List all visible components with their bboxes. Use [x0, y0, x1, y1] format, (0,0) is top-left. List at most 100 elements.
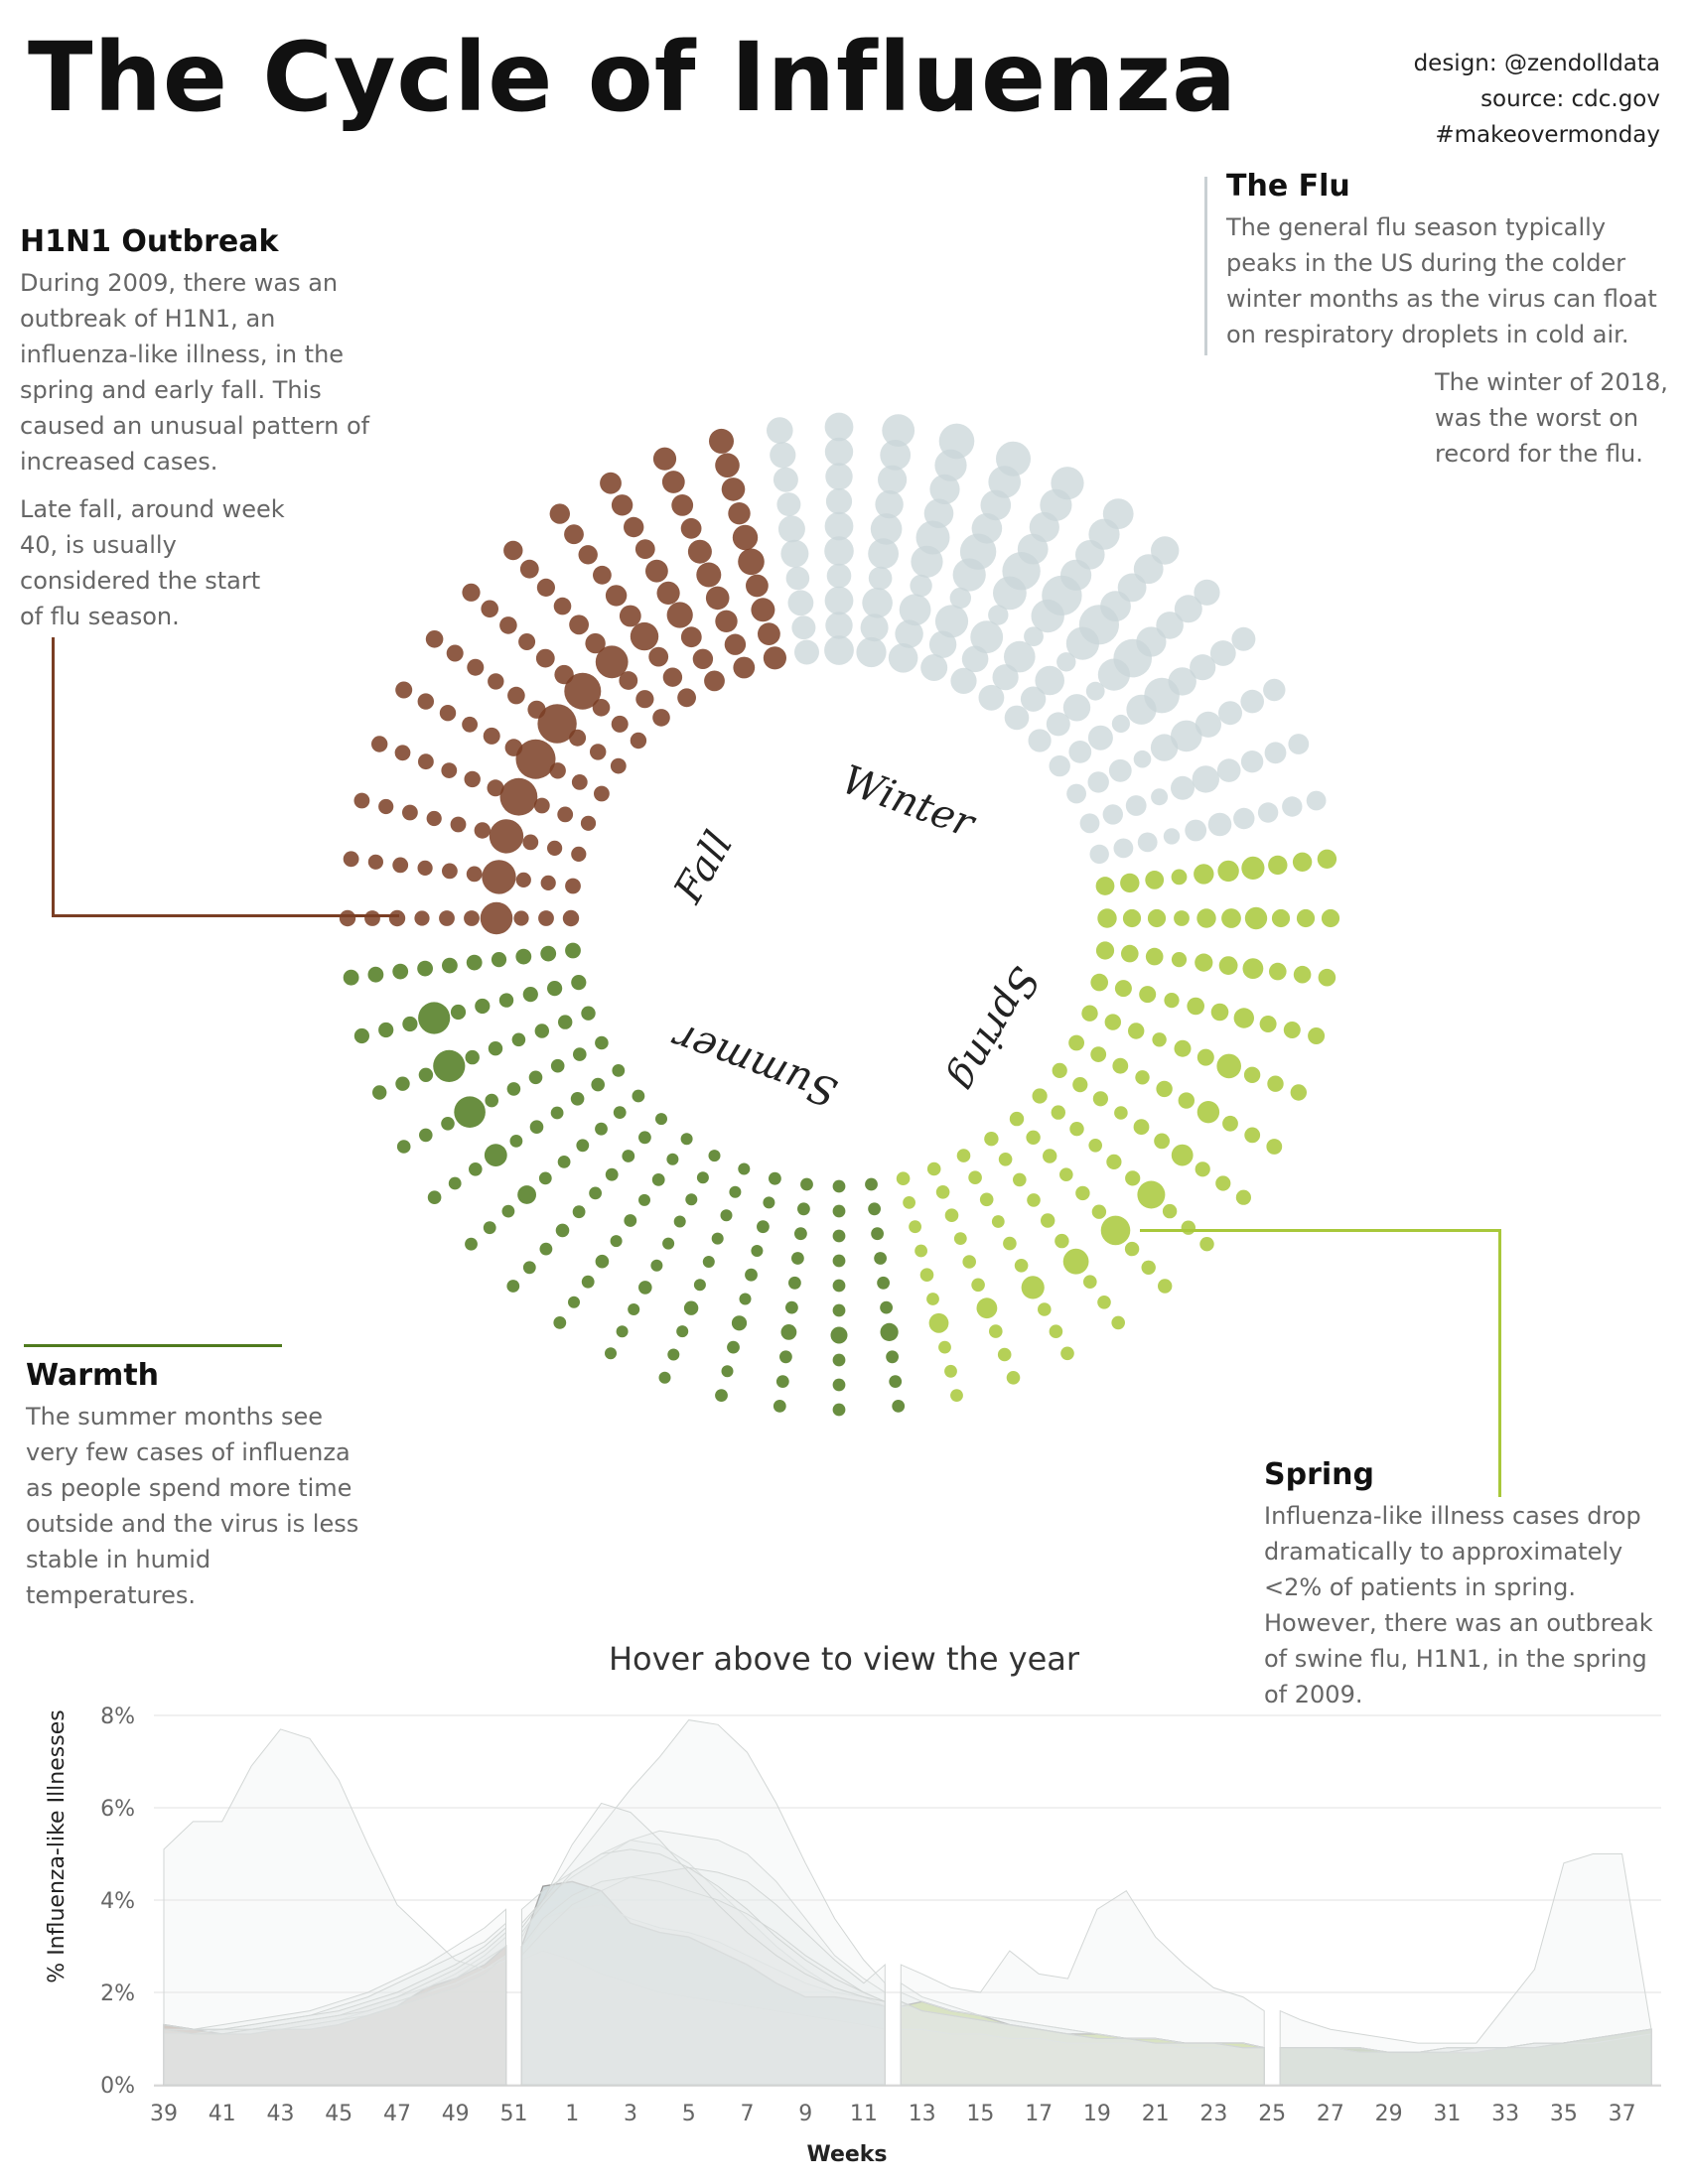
bubble-week-11-ring-6[interactable]: [1207, 812, 1232, 837]
bubble-week-27-ring-6[interactable]: [785, 1300, 798, 1314]
bubble-week-26-ring-2[interactable]: [832, 1204, 846, 1218]
bubble-week-39-ring-1[interactable]: [562, 909, 580, 927]
bubble-week-22-ring-1[interactable]: [956, 1149, 971, 1162]
bubble-week-35-ring-3[interactable]: [550, 1058, 565, 1073]
bubble-week-10-ring-6[interactable]: [1192, 765, 1220, 793]
area-winter-year-4[interactable]: [521, 1950, 886, 2086]
bubble-week-29-ring-6[interactable]: [693, 1279, 706, 1292]
bubble-week-33-ring-6[interactable]: [538, 1171, 552, 1185]
bubble-week-50-ring-7[interactable]: [728, 502, 751, 525]
bubble-week-48-ring-9[interactable]: [611, 494, 633, 516]
bubble-week-39-ring-8[interactable]: [388, 909, 406, 927]
bubble-week-44-ring-6[interactable]: [507, 686, 525, 705]
bubble-week-24-ring-2[interactable]: [903, 1196, 915, 1209]
bubble-week-18-ring-9[interactable]: [1215, 1175, 1231, 1191]
bubble-week-4-ring-4[interactable]: [988, 605, 1009, 625]
bubble-week-19-ring-3[interactable]: [1069, 1122, 1084, 1137]
bubble-week-6-ring-3[interactable]: [1035, 665, 1064, 696]
bubble-week-45-ring-9[interactable]: [481, 600, 499, 618]
bubble-week-40-ring-4[interactable]: [482, 860, 516, 894]
bubble-week-15-ring-1[interactable]: [1090, 973, 1108, 992]
bubble-week-46-ring-9[interactable]: [519, 559, 539, 579]
bubble-week-42-ring-10[interactable]: [371, 736, 388, 752]
bubble-week-3-ring-10[interactable]: [996, 441, 1031, 477]
bubble-week-31-ring-4[interactable]: [638, 1193, 650, 1206]
bubble-week-49-ring-5[interactable]: [696, 562, 722, 588]
bubble-week-48-ring-7[interactable]: [634, 539, 655, 559]
bubble-week-9-ring-1[interactable]: [1066, 783, 1086, 804]
bubble-week-35-ring-5[interactable]: [506, 1082, 521, 1096]
bubble-week-20-ring-6[interactable]: [1091, 1204, 1107, 1219]
bubble-week-2-ring-6[interactable]: [915, 520, 950, 555]
bubble-week-29-ring-8[interactable]: [676, 1325, 689, 1338]
bubble-week-11-ring-1[interactable]: [1089, 844, 1109, 865]
bubble-week-6-ring-9[interactable]: [1133, 554, 1164, 585]
bubble-week-47-ring-4[interactable]: [630, 621, 659, 651]
bubble-week-50-ring-2[interactable]: [758, 622, 780, 645]
bubble-week-30-ring-7[interactable]: [638, 1281, 652, 1295]
bubble-week-32-ring-6[interactable]: [572, 1205, 586, 1219]
bubble-week-14-ring-3[interactable]: [1145, 947, 1164, 966]
bubble-week-10-ring-3[interactable]: [1125, 795, 1147, 816]
bubble-week-15-ring-8[interactable]: [1259, 1016, 1277, 1032]
bubble-week-12-ring-3[interactable]: [1145, 871, 1165, 889]
bubble-week-14-ring-2[interactable]: [1121, 944, 1139, 963]
bubble-week-40-ring-9[interactable]: [367, 854, 383, 870]
bubble-week-12-ring-10[interactable]: [1317, 849, 1337, 869]
bubble-week-47-ring-7[interactable]: [593, 565, 612, 585]
bubble-week-20-ring-5[interactable]: [1075, 1185, 1090, 1201]
bubble-week-30-ring-4[interactable]: [673, 1215, 686, 1228]
bubble-week-19-ring-9[interactable]: [1181, 1220, 1196, 1235]
bubble-week-41-ring-6[interactable]: [450, 816, 467, 833]
bubble-week-33-ring-4[interactable]: [576, 1139, 590, 1153]
bubble-week-30-ring-2[interactable]: [696, 1171, 709, 1184]
bubble-week-6-ring-2[interactable]: [1020, 686, 1047, 712]
bubble-week-43-ring-2[interactable]: [571, 774, 588, 790]
bubble-week-19-ring-5[interactable]: [1106, 1154, 1122, 1169]
bubble-week-8-ring-10[interactable]: [1231, 626, 1256, 651]
bubble-week-7-ring-9[interactable]: [1174, 595, 1202, 623]
bubble-week-18-ring-6[interactable]: [1154, 1133, 1170, 1150]
bubble-week-36-ring-7[interactable]: [433, 1049, 466, 1082]
bubble-week-29-ring-4[interactable]: [711, 1232, 724, 1245]
bubble-week-3-ring-2[interactable]: [928, 630, 957, 658]
bubble-week-37-ring-2[interactable]: [547, 981, 563, 997]
bubble-week-17-ring-6[interactable]: [1178, 1092, 1196, 1109]
bubble-week-25-ring-2[interactable]: [868, 1202, 881, 1216]
bubble-week-17-ring-4[interactable]: [1135, 1070, 1150, 1085]
bubble-week-18-ring-7[interactable]: [1171, 1144, 1194, 1166]
bubble-week-28-ring-6[interactable]: [739, 1293, 752, 1305]
bubble-week-26-ring-1[interactable]: [832, 1179, 846, 1193]
bubble-week-1-ring-9[interactable]: [880, 440, 912, 471]
bubble-week-52-ring-3[interactable]: [824, 586, 854, 615]
bubble-week-31-ring-6[interactable]: [610, 1235, 623, 1248]
area-winter-year-9[interactable]: [521, 1848, 886, 2086]
bubble-week-31-ring-8[interactable]: [581, 1275, 595, 1289]
bubble-week-39-ring-6[interactable]: [439, 910, 455, 926]
bubble-week-14-ring-4[interactable]: [1171, 952, 1188, 968]
bubble-week-46-ring-4[interactable]: [595, 645, 629, 679]
bubble-week-37-ring-3[interactable]: [522, 987, 538, 1003]
bubble-week-37-ring-1[interactable]: [571, 975, 587, 991]
bubble-week-39-ring-5[interactable]: [464, 910, 480, 926]
bubble-week-23-ring-4[interactable]: [953, 1232, 967, 1245]
bubble-week-9-ring-4[interactable]: [1133, 750, 1152, 768]
bubble-week-31-ring-1[interactable]: [680, 1133, 693, 1146]
bubble-week-42-ring-4[interactable]: [499, 777, 538, 816]
bubble-week-27-ring-4[interactable]: [791, 1252, 804, 1265]
bubble-week-22-ring-10[interactable]: [1060, 1346, 1074, 1361]
bubble-week-28-ring-5[interactable]: [745, 1268, 758, 1282]
area-winter-year-7[interactable]: [521, 1866, 886, 2086]
bubble-week-47-ring-3[interactable]: [648, 646, 669, 667]
bubble-week-8-ring-1[interactable]: [1049, 754, 1070, 777]
bubble-week-15-ring-4[interactable]: [1164, 993, 1180, 1009]
bubble-week-12-ring-4[interactable]: [1171, 869, 1188, 886]
bubble-week-9-ring-8[interactable]: [1218, 701, 1242, 726]
bubble-week-8-ring-7[interactable]: [1168, 667, 1196, 696]
bubble-week-20-ring-1[interactable]: [1009, 1111, 1025, 1127]
bubble-week-31-ring-5[interactable]: [624, 1214, 637, 1227]
bubble-week-17-ring-8[interactable]: [1222, 1115, 1238, 1132]
bubble-week-9-ring-10[interactable]: [1263, 678, 1286, 702]
bubble-week-42-ring-1[interactable]: [580, 815, 597, 831]
bubble-week-36-ring-1[interactable]: [581, 1006, 596, 1021]
